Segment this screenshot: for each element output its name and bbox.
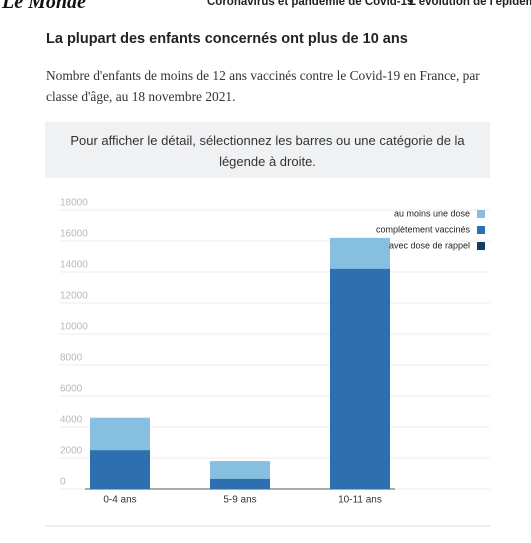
y-tick-label: 14000: [60, 260, 88, 271]
instruction-box: Pour afficher le détail, sélectionnez le…: [45, 122, 490, 178]
bar[interactable]: [90, 450, 150, 489]
y-tick-label: 12000: [60, 291, 88, 302]
y-tick-label: 18000: [60, 198, 88, 209]
bar[interactable]: [210, 478, 270, 489]
legend-label[interactable]: complètement vaccinés: [376, 224, 471, 234]
nav-link[interactable]: Coronavirus et pandémie de Covid-19: [207, 0, 414, 8]
y-tick-label: 10000: [60, 322, 88, 333]
y-tick-label: 6000: [60, 384, 83, 395]
y-tick-label: 8000: [60, 353, 83, 364]
chart-subtitle: Nombre d'enfants de moins de 12 ans vacc…: [46, 68, 480, 104]
y-tick-label: 2000: [60, 446, 83, 457]
legend-swatch[interactable]: [477, 226, 485, 234]
x-tick-label: 10-11 ans: [338, 495, 382, 506]
legend-swatch[interactable]: [477, 210, 485, 218]
y-tick-label: 16000: [60, 229, 88, 240]
logo[interactable]: Le Monde: [2, 0, 86, 13]
legend-label[interactable]: avec dose de rappel: [389, 240, 470, 250]
chart-title: La plupart des enfants concernés ont plu…: [46, 31, 408, 47]
legend-swatch[interactable]: [477, 242, 485, 250]
nav-link[interactable]: L'évolution de l'épidémie: [409, 0, 531, 8]
bar[interactable]: [330, 268, 390, 489]
x-tick-label: 0-4 ans: [103, 495, 136, 506]
y-tick-label: 0: [60, 477, 66, 488]
legend-label[interactable]: au moins une dose: [394, 208, 470, 218]
y-tick-label: 4000: [60, 415, 83, 426]
x-tick-label: 5-9 ans: [223, 495, 256, 506]
